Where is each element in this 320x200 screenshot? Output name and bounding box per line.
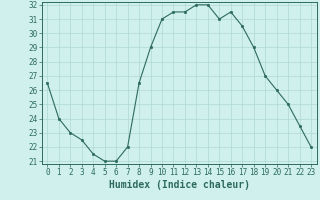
X-axis label: Humidex (Indice chaleur): Humidex (Indice chaleur) bbox=[109, 180, 250, 190]
